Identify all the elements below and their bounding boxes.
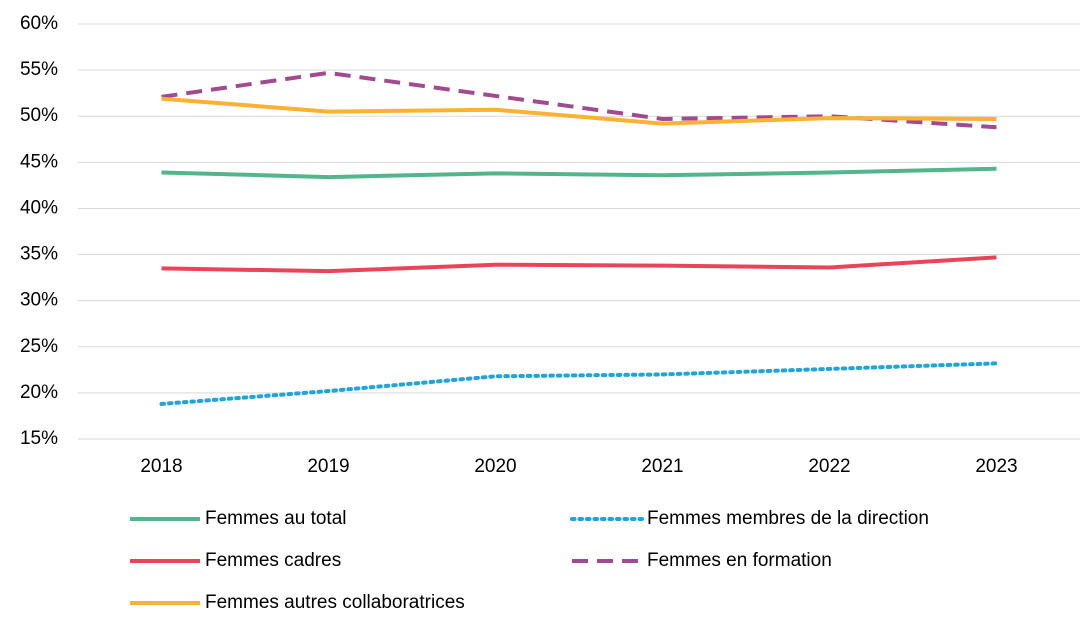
legend-label: Femmes au total [205,508,347,529]
y-tick-label: 40% [20,197,58,218]
y-tick-label: 50% [20,105,58,126]
y-tick-label: 15% [20,428,58,449]
y-tick-label: 35% [20,244,58,265]
y-tick-label: 30% [20,290,58,311]
y-tick-label: 60% [20,13,58,34]
x-tick-label: 2018 [140,456,182,477]
x-tick-label: 2020 [474,456,516,477]
x-tick-label: 2019 [307,456,349,477]
series-line [161,255,997,274]
legend-label: Femmes cadres [205,550,341,571]
y-tick-label: 20% [20,382,58,403]
legend-label: Femmes en formation [647,550,832,571]
legend-label: Femmes membres de la direction [647,508,929,529]
x-tick-label: 2022 [808,456,850,477]
series-line [159,361,999,406]
x-tick-label: 2023 [975,456,1017,477]
series-line [161,96,997,126]
legend-label: Femmes autres collaboratrices [205,592,465,613]
y-tick-label: 45% [20,151,58,172]
y-tick-label: 55% [20,59,58,80]
y-tick-label: 25% [20,336,58,357]
x-tick-label: 2021 [641,456,683,477]
series-line [161,166,997,180]
